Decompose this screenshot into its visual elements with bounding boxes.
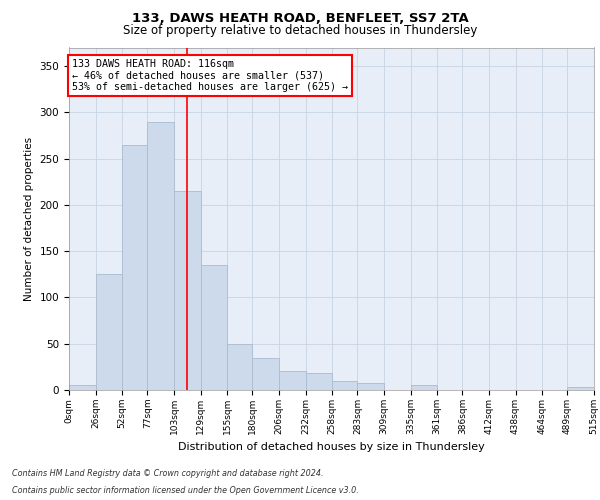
X-axis label: Distribution of detached houses by size in Thundersley: Distribution of detached houses by size … bbox=[178, 442, 485, 452]
Bar bbox=[95, 274, 122, 390]
Text: Contains public sector information licensed under the Open Government Licence v3: Contains public sector information licen… bbox=[12, 486, 359, 495]
Bar bbox=[410, 386, 437, 390]
Text: Contains HM Land Registry data © Crown copyright and database right 2024.: Contains HM Land Registry data © Crown c… bbox=[12, 468, 323, 477]
Bar bbox=[332, 380, 358, 390]
Text: 133, DAWS HEATH ROAD, BENFLEET, SS7 2TA: 133, DAWS HEATH ROAD, BENFLEET, SS7 2TA bbox=[131, 12, 469, 26]
Bar bbox=[568, 387, 594, 390]
Bar bbox=[305, 374, 332, 390]
Bar bbox=[122, 144, 148, 390]
Bar bbox=[69, 386, 95, 390]
Bar bbox=[227, 344, 253, 390]
Bar bbox=[253, 358, 279, 390]
Y-axis label: Number of detached properties: Number of detached properties bbox=[24, 136, 34, 301]
Bar bbox=[200, 265, 227, 390]
Bar bbox=[148, 122, 174, 390]
Text: 133 DAWS HEATH ROAD: 116sqm
← 46% of detached houses are smaller (537)
53% of se: 133 DAWS HEATH ROAD: 116sqm ← 46% of det… bbox=[72, 58, 348, 92]
Bar bbox=[174, 191, 200, 390]
Text: Size of property relative to detached houses in Thundersley: Size of property relative to detached ho… bbox=[123, 24, 477, 37]
Bar bbox=[279, 372, 305, 390]
Bar bbox=[358, 382, 384, 390]
